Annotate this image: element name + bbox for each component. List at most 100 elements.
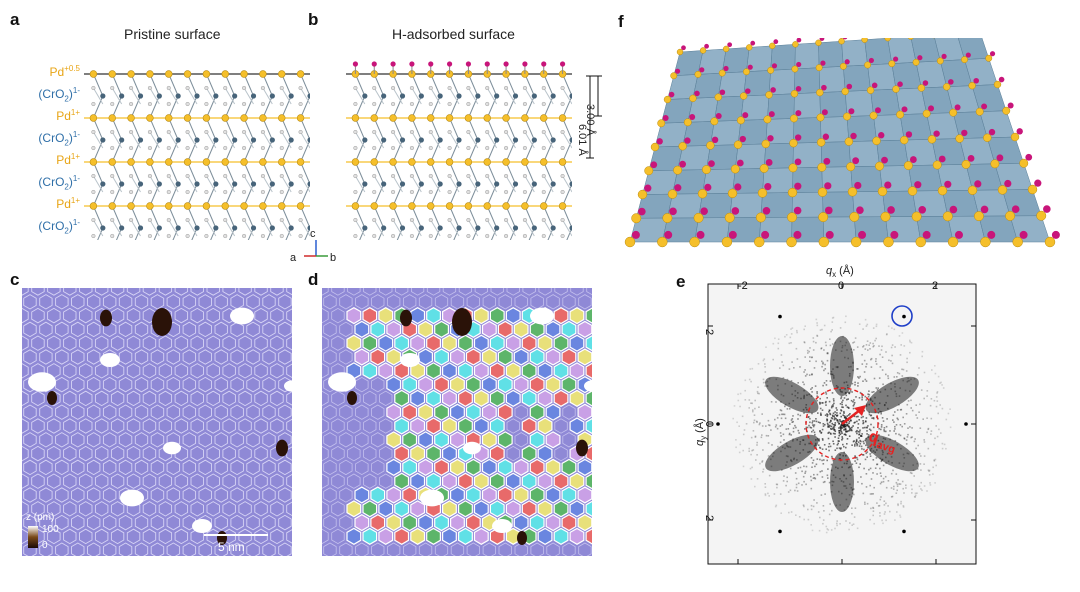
fft-speckle xyxy=(867,434,870,436)
fft-speckle xyxy=(899,354,902,356)
h-atom xyxy=(744,88,751,94)
o-atom xyxy=(242,85,247,91)
bond xyxy=(411,183,422,207)
fft-speckle xyxy=(829,445,832,448)
fft-speckle xyxy=(883,430,886,433)
hex-cell xyxy=(158,288,173,296)
bond xyxy=(168,219,179,237)
pd-atom xyxy=(892,85,900,93)
fft-speckle xyxy=(811,391,813,393)
fft-speckle xyxy=(819,397,821,400)
fft-speckle xyxy=(801,484,803,486)
fft-speckle xyxy=(845,446,847,449)
fft-speckle xyxy=(920,389,923,391)
bond xyxy=(411,73,422,97)
hex-domain xyxy=(537,527,553,545)
o-atom xyxy=(541,145,546,151)
hex-cell xyxy=(323,542,337,556)
o-atom xyxy=(428,85,433,91)
o-atom xyxy=(353,173,358,179)
fft-speckle xyxy=(762,468,765,471)
fft-speckle xyxy=(838,423,840,425)
fft-speckle xyxy=(810,479,813,482)
hex-domain xyxy=(378,307,394,325)
fft-speckle xyxy=(748,378,751,381)
fft-speckle xyxy=(866,451,869,453)
pd-atom xyxy=(663,95,672,104)
bond xyxy=(373,87,385,105)
hex-domain xyxy=(386,403,402,421)
h-atom xyxy=(650,161,658,169)
hex-cell xyxy=(371,376,385,393)
adatom-defect xyxy=(28,372,56,392)
bond xyxy=(430,183,441,207)
hex-cell xyxy=(22,445,29,462)
fft-speckle xyxy=(935,396,938,398)
o-atom xyxy=(353,145,358,151)
fft-speckle xyxy=(876,502,878,504)
fft-speckle xyxy=(897,503,899,505)
fft-speckle xyxy=(825,404,827,406)
hex-cell xyxy=(238,335,252,351)
fft-speckle xyxy=(926,490,928,492)
bond xyxy=(524,117,535,141)
bond xyxy=(543,205,554,229)
fft-speckle xyxy=(831,343,834,345)
hex-domain xyxy=(458,389,473,407)
fft-speckle xyxy=(797,418,799,420)
fft-speckle xyxy=(821,459,823,462)
fft-speckle xyxy=(879,472,882,474)
fft-speckle xyxy=(824,363,826,366)
hex-cell xyxy=(190,473,204,489)
fft-speckle xyxy=(859,439,861,442)
fft-speckle xyxy=(816,322,818,324)
fft-speckle xyxy=(911,492,913,494)
fft-speckle xyxy=(853,403,855,406)
x-tick-1: 0 xyxy=(838,280,845,292)
fft-speckle xyxy=(732,417,734,420)
fft-speckle xyxy=(840,396,843,398)
hex-domain xyxy=(418,348,434,366)
hex-cell xyxy=(371,459,385,476)
h-atom xyxy=(846,83,853,90)
fft-speckle xyxy=(815,420,818,423)
fft-speckle xyxy=(839,403,842,405)
fft-speckle xyxy=(896,409,899,411)
layer-label: Pd1+ xyxy=(56,196,80,211)
hex-domain xyxy=(529,320,545,338)
hex-cell xyxy=(586,288,592,296)
pd-atom xyxy=(1036,210,1047,221)
fft-speckle xyxy=(832,412,835,415)
fft-speckle xyxy=(772,342,775,345)
hex-cell xyxy=(323,404,337,420)
bond xyxy=(543,131,554,149)
bond xyxy=(130,117,141,141)
fft-speckle xyxy=(875,363,878,365)
hex-domain xyxy=(434,431,450,449)
hex-cell xyxy=(39,432,53,448)
cr-atom xyxy=(494,181,500,187)
fft-speckle xyxy=(915,414,917,416)
pd-atom xyxy=(221,202,229,210)
fft-speckle xyxy=(913,475,915,477)
fft-speckle xyxy=(849,391,851,394)
bond xyxy=(243,183,254,207)
bond xyxy=(524,131,535,149)
fft-speckle xyxy=(816,391,818,393)
fft-speckle xyxy=(882,522,884,525)
cr-atom xyxy=(232,93,238,99)
pd-atom xyxy=(743,68,750,76)
fft-speckle xyxy=(782,413,785,416)
o-atom xyxy=(166,189,171,195)
bond xyxy=(392,73,403,97)
fft-speckle xyxy=(834,436,836,438)
bond xyxy=(543,183,554,207)
o-atom xyxy=(110,85,115,91)
cr-atom xyxy=(418,225,424,231)
pd-atom xyxy=(127,158,135,166)
fft-speckle xyxy=(936,400,939,402)
bond xyxy=(111,139,123,163)
fft-speckle xyxy=(757,363,760,365)
fft-speckle xyxy=(945,418,948,421)
fft-speckle xyxy=(866,430,868,432)
